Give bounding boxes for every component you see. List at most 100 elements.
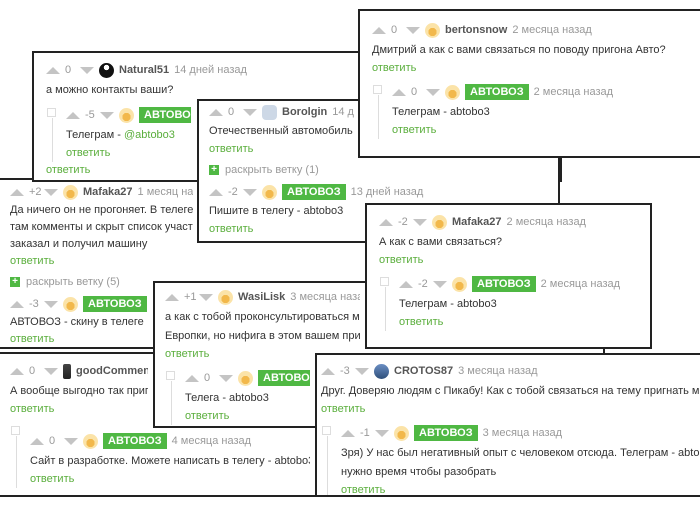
author-name[interactable]: Mafaka27 — [452, 216, 502, 228]
avatar[interactable] — [452, 276, 467, 292]
author-badge[interactable]: АВТОВОЗ — [465, 84, 529, 100]
downvote-icon[interactable] — [44, 367, 58, 375]
collapse-thread-button[interactable] — [380, 277, 389, 286]
author-badge[interactable]: АВТОВОЗ — [258, 370, 310, 386]
avatar[interactable] — [99, 62, 114, 78]
avatar[interactable] — [374, 363, 389, 379]
author-name[interactable]: goodCommentator — [76, 365, 148, 377]
upvote-icon[interactable] — [209, 108, 223, 116]
reply-link[interactable]: ответить — [185, 410, 230, 422]
reply-link[interactable]: ответить — [209, 223, 254, 235]
downvote-icon[interactable] — [64, 437, 78, 445]
reply-link[interactable]: ответить — [30, 473, 75, 485]
telegram-handle-link[interactable]: @abtobo3 — [123, 129, 175, 141]
comment-time[interactable]: 1 месяц назад — [137, 186, 193, 198]
expand-thread-button[interactable]: + раскрыть ветку (1) — [209, 158, 354, 182]
downvote-icon[interactable] — [80, 66, 94, 74]
author-name[interactable]: Mafaka27 — [83, 186, 133, 198]
author-name[interactable]: bertonsnow — [445, 24, 508, 36]
upvote-icon[interactable] — [399, 280, 413, 288]
downvote-icon[interactable] — [433, 280, 447, 288]
upvote-icon[interactable] — [165, 293, 179, 301]
comment-time[interactable]: 4 месяца назад — [171, 435, 252, 447]
avatar[interactable] — [262, 104, 277, 120]
downvote-icon[interactable] — [375, 429, 389, 437]
avatar[interactable] — [119, 107, 134, 123]
avatar[interactable] — [218, 289, 233, 305]
collapse-thread-button[interactable] — [322, 426, 331, 435]
expand-thread-button[interactable]: + раскрыть ветку (5) — [10, 270, 193, 294]
upvote-icon[interactable] — [379, 218, 393, 226]
author-badge[interactable]: АВТОВОЗ — [414, 425, 478, 441]
reply-link[interactable]: ответить — [341, 484, 386, 496]
reply-link[interactable]: ответить — [10, 255, 55, 267]
downvote-icon[interactable] — [100, 111, 114, 119]
avatar[interactable] — [262, 184, 277, 200]
avatar[interactable] — [83, 433, 98, 449]
comment-time[interactable]: 13 дней назад — [350, 186, 424, 198]
avatar[interactable] — [63, 296, 78, 312]
downvote-icon[interactable] — [199, 293, 213, 301]
upvote-icon[interactable] — [10, 300, 24, 308]
avatar[interactable] — [238, 370, 253, 386]
author-badge[interactable]: АВТОВОЗ — [139, 107, 191, 123]
reply-link[interactable]: ответить — [379, 254, 424, 266]
reply-link[interactable]: ответить — [399, 316, 444, 328]
downvote-icon[interactable] — [44, 300, 58, 308]
comment-time[interactable]: 2 месяца назад — [533, 86, 614, 98]
author-badge[interactable]: АВТОВОЗ — [103, 433, 167, 449]
reply-link[interactable]: ответить — [372, 62, 417, 74]
comment-time[interactable]: 2 месяца назад — [512, 24, 592, 36]
reply-link[interactable]: ответить — [321, 403, 366, 415]
comment-time[interactable]: 14 дней назад — [332, 106, 354, 118]
upvote-icon[interactable] — [341, 429, 355, 437]
upvote-icon[interactable] — [209, 188, 223, 196]
collapse-thread-button[interactable] — [166, 371, 175, 380]
downvote-icon[interactable] — [426, 88, 440, 96]
collapse-thread-button[interactable] — [47, 108, 56, 117]
collapse-thread-button[interactable] — [11, 426, 20, 435]
downvote-icon[interactable] — [243, 188, 257, 196]
upvote-icon[interactable] — [10, 367, 24, 375]
reply-link[interactable]: ответить — [392, 124, 437, 136]
reply-link[interactable]: ответить — [10, 403, 55, 415]
downvote-icon[interactable] — [44, 188, 58, 196]
avatar[interactable] — [63, 184, 78, 200]
author-badge[interactable]: АВТОВОЗ — [282, 184, 346, 200]
author-name[interactable]: CROTOS87 — [394, 365, 454, 377]
downvote-icon[interactable] — [243, 108, 257, 116]
reply-link[interactable]: ответить — [66, 147, 111, 159]
reply-link[interactable]: ответить — [46, 164, 91, 176]
comment-time[interactable]: 3 месяца назад — [458, 365, 538, 377]
avatar[interactable] — [432, 214, 447, 230]
reply-link[interactable]: ответить — [209, 143, 254, 155]
collapse-thread-button[interactable] — [373, 85, 382, 94]
comment-time[interactable]: 2 месяца назад — [506, 216, 586, 228]
reply-link[interactable]: ответить — [165, 348, 210, 360]
author-badge[interactable]: АВТОВОЗ — [83, 296, 147, 312]
author-badge[interactable]: АВТОВОЗ — [472, 276, 536, 292]
downvote-icon[interactable] — [355, 367, 369, 375]
comment-time[interactable]: 3 месяца назад — [482, 427, 563, 439]
downvote-icon[interactable] — [219, 374, 233, 382]
upvote-icon[interactable] — [392, 88, 406, 96]
author-name[interactable]: WasiLisk — [238, 291, 286, 303]
comment-time[interactable]: 2 месяца назад — [540, 278, 621, 290]
upvote-icon[interactable] — [66, 111, 80, 119]
upvote-icon[interactable] — [10, 188, 24, 196]
avatar[interactable] — [63, 363, 71, 379]
author-name[interactable]: Borolgin — [282, 106, 328, 118]
upvote-icon[interactable] — [46, 66, 60, 74]
comment-time[interactable]: 14 дней назад — [174, 64, 247, 76]
comment-time[interactable]: 3 месяца назад — [290, 291, 360, 303]
upvote-icon[interactable] — [30, 437, 44, 445]
avatar[interactable] — [394, 425, 409, 441]
author-name[interactable]: Natural51 — [119, 64, 170, 76]
reply-link[interactable]: ответить — [10, 333, 55, 345]
avatar[interactable] — [425, 22, 440, 38]
upvote-icon[interactable] — [372, 26, 386, 34]
downvote-icon[interactable] — [413, 218, 427, 226]
avatar[interactable] — [445, 84, 460, 100]
downvote-icon[interactable] — [406, 26, 420, 34]
upvote-icon[interactable] — [185, 374, 199, 382]
